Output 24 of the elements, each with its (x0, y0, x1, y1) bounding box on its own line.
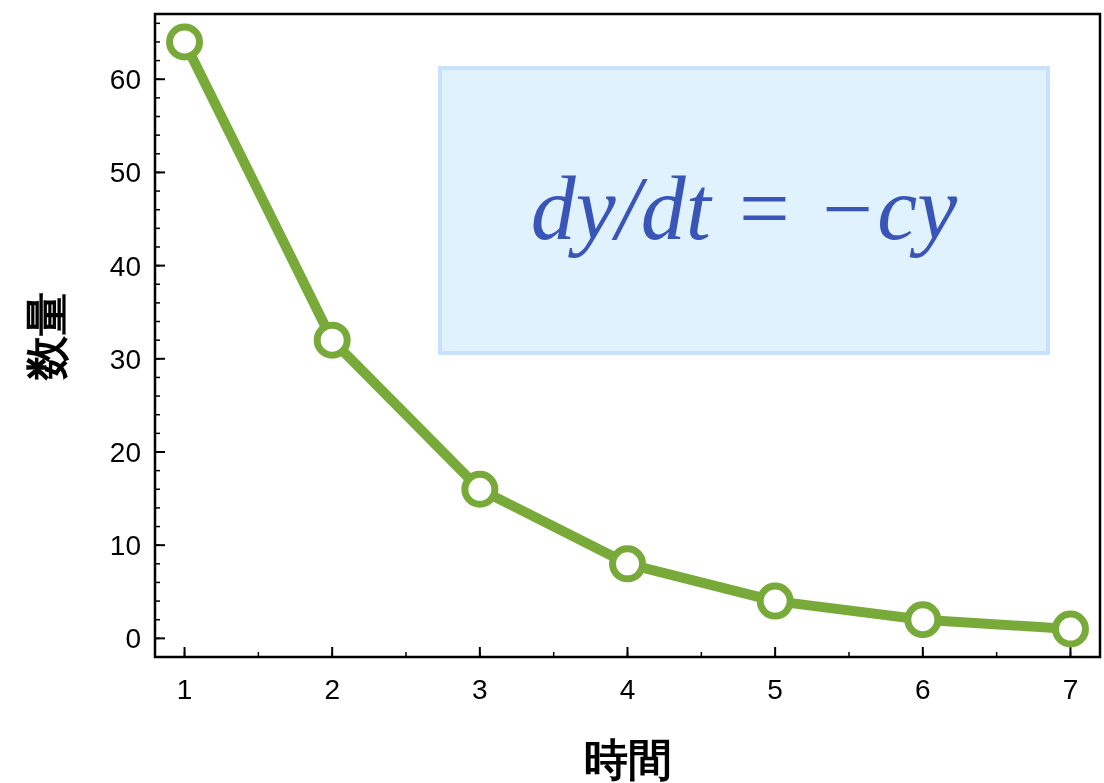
y-tick-label: 0 (125, 623, 141, 655)
y-tick-label: 40 (109, 250, 141, 282)
y-tick-label: 20 (109, 436, 141, 468)
y-tick-label: 30 (109, 343, 141, 375)
point (609, 545, 646, 583)
x-tick-label: 7 (1062, 674, 1079, 705)
x-tick-label: 1 (176, 674, 193, 705)
y-tick-label: 60 (109, 64, 141, 96)
point (166, 23, 204, 61)
x-tick-label: 5 (767, 674, 783, 705)
annotation: dy/dt = −cy (530, 158, 958, 258)
point (461, 470, 499, 508)
x-tick-label: 3 (472, 674, 488, 705)
point (313, 321, 351, 359)
point (904, 601, 942, 639)
x-axis-title: 時間 (583, 735, 672, 783)
x-tick-label: 2 (324, 674, 340, 705)
point (1051, 610, 1089, 648)
x-tick-label: 6 (915, 674, 931, 705)
y-tick-label: 10 (109, 530, 141, 562)
x-tick-label: 4 (619, 674, 636, 705)
y-tick-label: 50 (109, 157, 141, 189)
y-axis-title: 数量 (22, 291, 71, 381)
point (756, 582, 794, 620)
